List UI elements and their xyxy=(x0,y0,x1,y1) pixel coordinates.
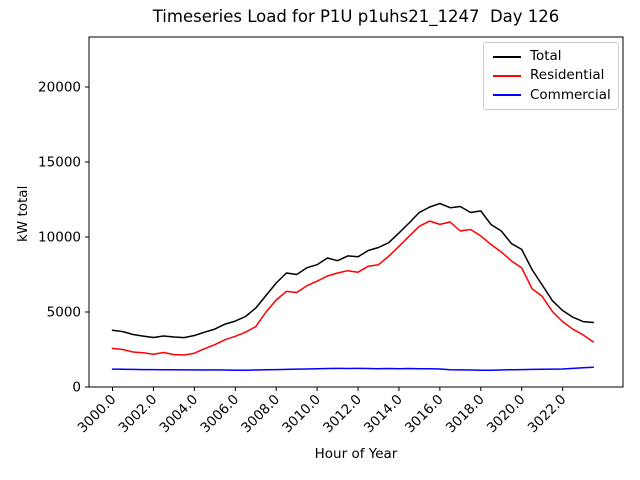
x-tick-label: 3014.0 xyxy=(361,392,406,437)
legend-entry-commercial: Commercial xyxy=(493,86,611,103)
legend-label-residential: Residential xyxy=(530,67,605,84)
legend-entry-total: Total xyxy=(493,47,609,64)
y-tick-label: 20000 xyxy=(38,79,81,95)
x-tick-label: 3006.0 xyxy=(197,392,242,437)
legend-line-residential xyxy=(493,74,521,77)
chart-title: Timeseries Load for P1U p1uhs21_1247 Day… xyxy=(152,7,560,26)
y-axis-label: kW total xyxy=(15,185,31,242)
y-tick-label: 15000 xyxy=(38,154,81,170)
x-tick-label: 3004.0 xyxy=(156,392,201,437)
y-tick-label: 5000 xyxy=(47,304,81,320)
x-tick-label: 3000.0 xyxy=(75,392,120,437)
x-tick-label: 3018.0 xyxy=(443,392,488,437)
legend-label-commercial: Commercial xyxy=(530,86,611,103)
x-axis-label: Hour of Year xyxy=(314,446,398,462)
series-line-residential xyxy=(111,220,595,356)
x-tick-label: 3022.0 xyxy=(525,392,570,437)
series-line-total xyxy=(111,202,595,339)
x-tick-label: 3008.0 xyxy=(238,392,283,437)
y-tick-label: 10000 xyxy=(38,229,81,245)
legend-label-total: Total xyxy=(530,47,562,64)
x-tick-label: 3002.0 xyxy=(116,392,161,437)
series-line-commercial xyxy=(111,366,595,372)
legend-entry-residential: Residential xyxy=(493,69,609,83)
legend-line-commercial xyxy=(493,94,521,97)
x-tick-label: 3012.0 xyxy=(320,392,365,437)
x-tick-label: 3020.0 xyxy=(484,392,529,437)
y-tick-label: 0 xyxy=(72,380,81,396)
legend-line-total xyxy=(493,55,521,58)
x-tick-label: 3016.0 xyxy=(402,392,447,437)
x-tick-label: 3010.0 xyxy=(279,392,324,437)
legend: Total Residential Commercial xyxy=(483,42,619,110)
